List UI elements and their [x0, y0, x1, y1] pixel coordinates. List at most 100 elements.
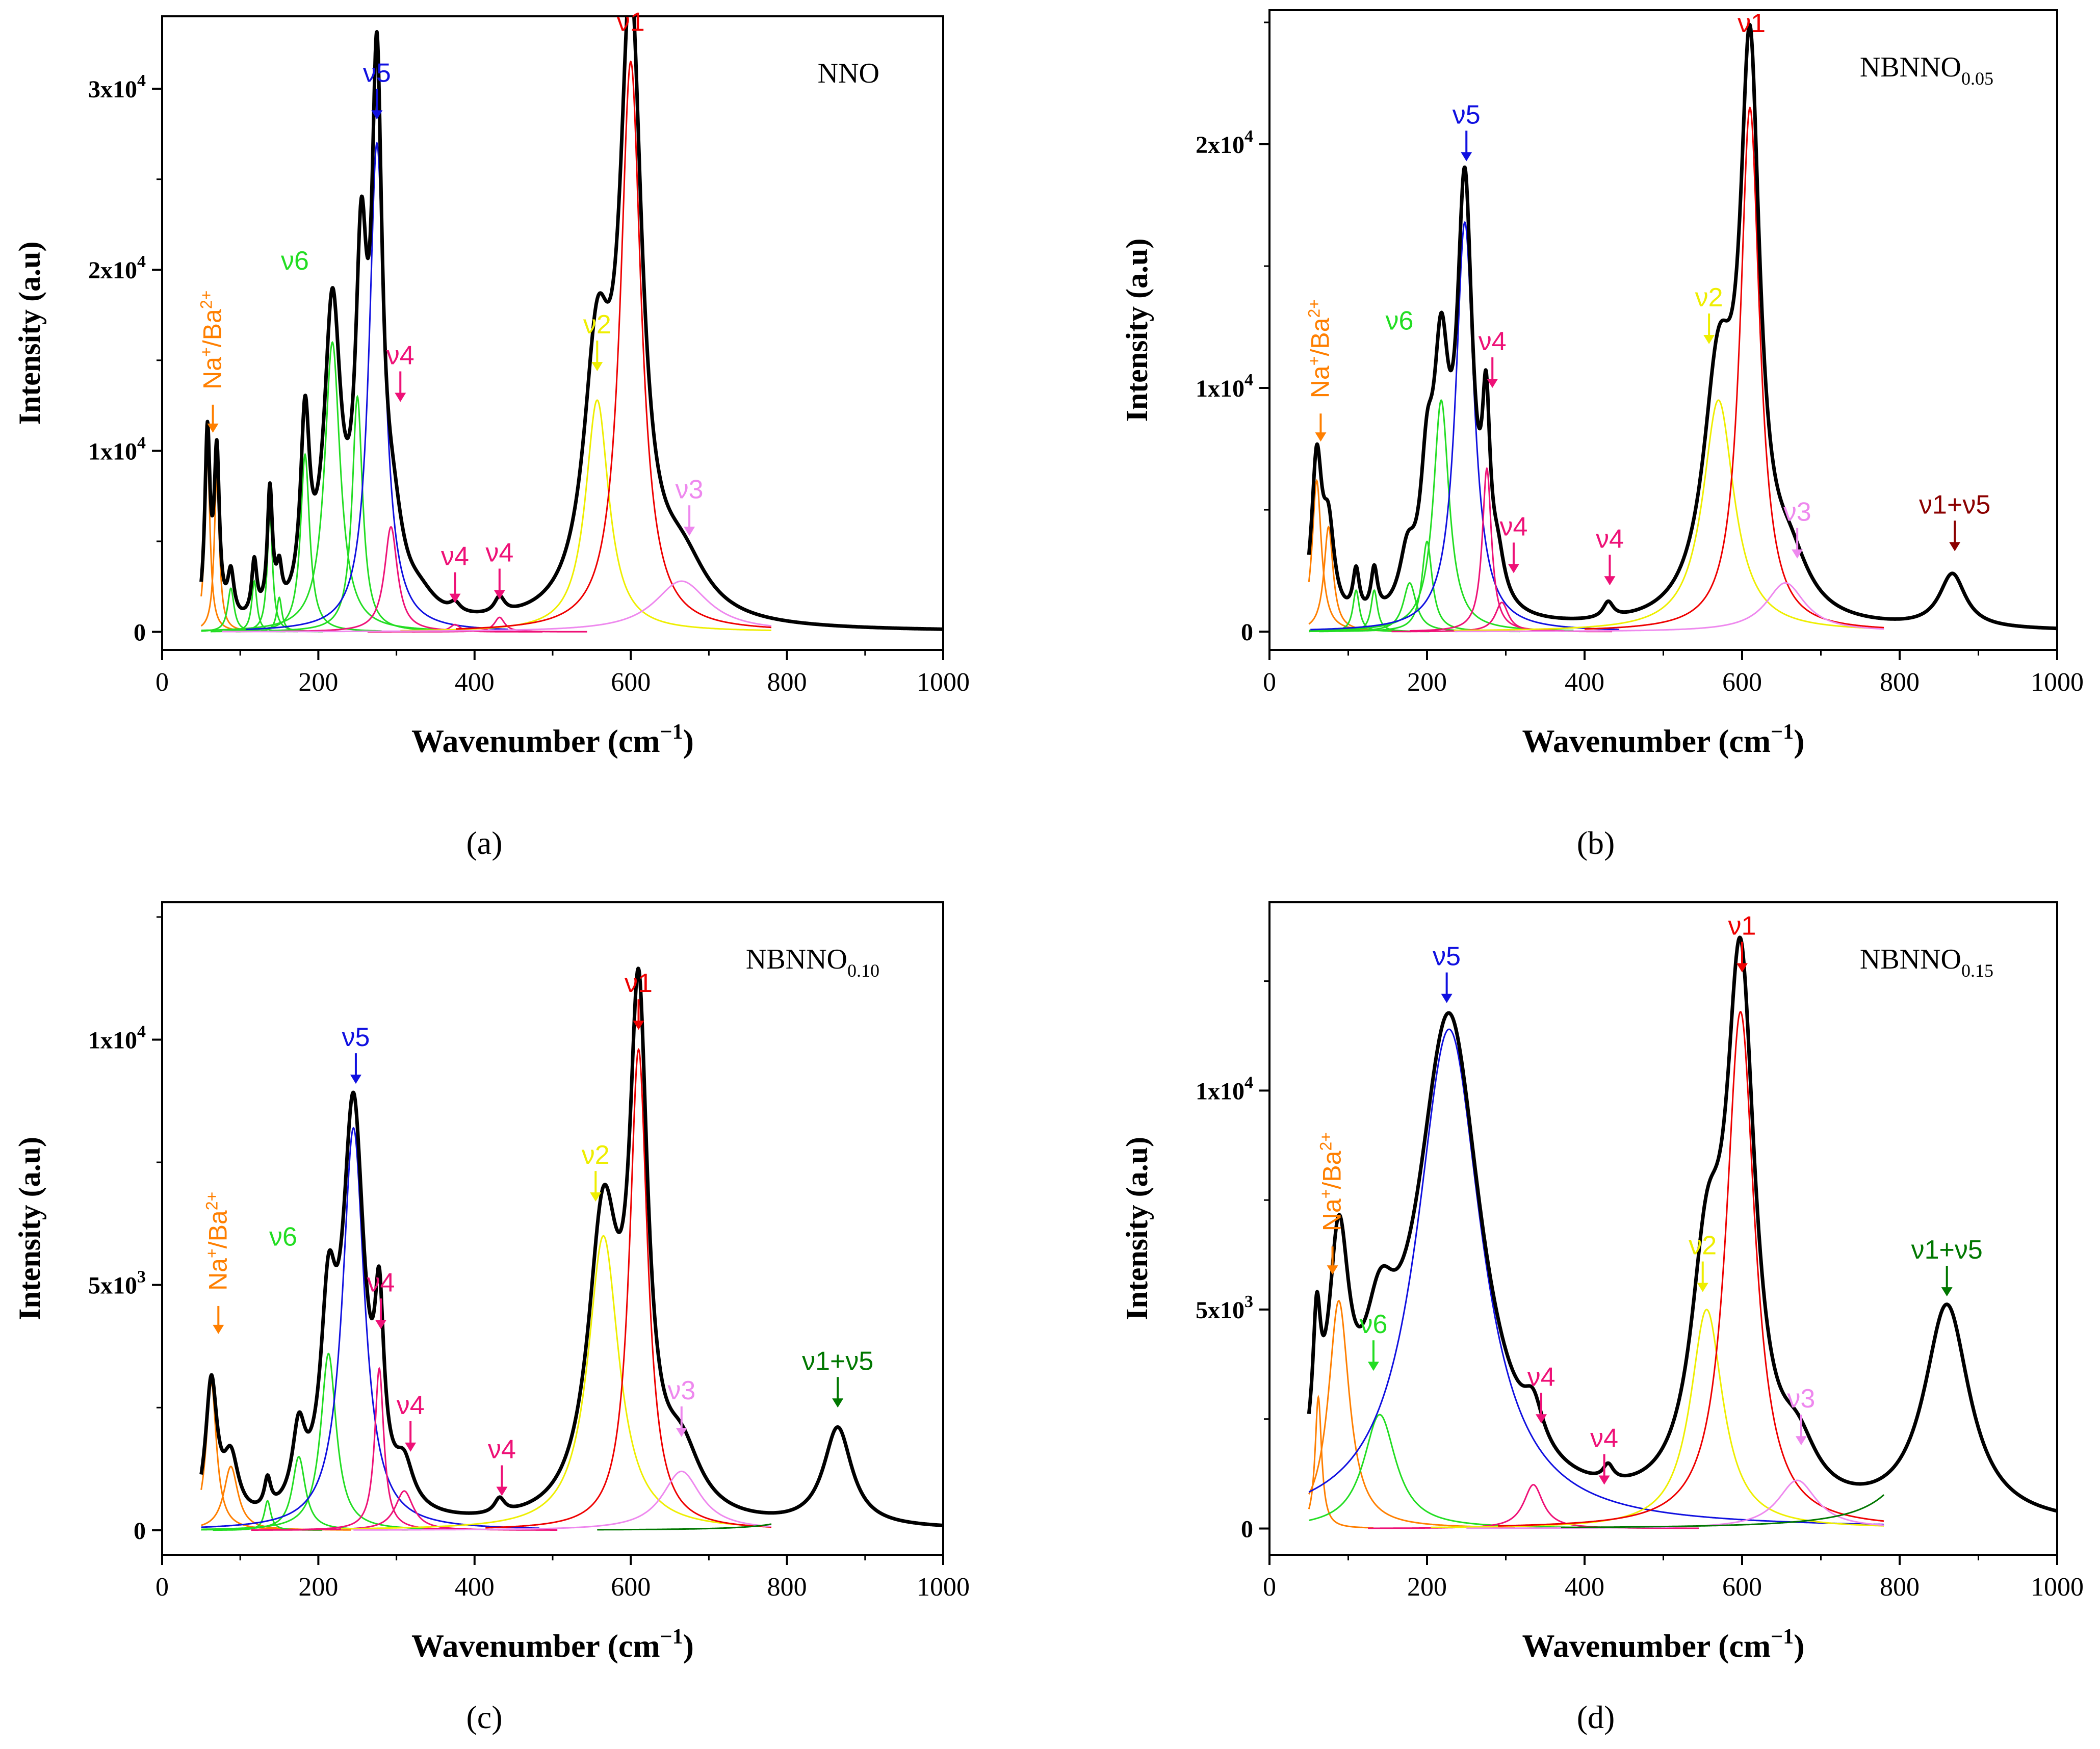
annotation-arrowhead	[1697, 1283, 1708, 1292]
mode-label: ν6	[1359, 1310, 1387, 1339]
y-tick-label: 0	[134, 1518, 146, 1545]
fit-component-green	[1309, 589, 1412, 633]
annotation-arrowhead	[1792, 549, 1803, 559]
mode-label: ν1+ν5	[1919, 490, 1990, 519]
x-tick-label: 400	[1565, 668, 1604, 697]
fit-component-violet	[222, 580, 772, 633]
plot-area	[199, 16, 943, 633]
annotation-arrowhead	[1461, 152, 1472, 162]
x-tick-label: 0	[155, 1573, 169, 1602]
annotation-arrowhead	[676, 1428, 687, 1438]
peak-annotations: Na+/Ba2+ ν6 ν5 ν4 ν4 ν4 ν2 ν1 ν3 ν1+ν5	[1305, 9, 1990, 586]
measured-spectrum-line	[199, 967, 943, 1527]
x-tick-label: 600	[1722, 1573, 1762, 1602]
mode-label: ν2	[1695, 283, 1723, 312]
annotation-arrowhead	[1795, 1436, 1807, 1446]
annotation-arrowhead	[1441, 994, 1453, 1003]
y-tick-label: 1x104	[88, 1022, 146, 1054]
x-tick-label: 800	[767, 1573, 807, 1602]
fit-component-green	[270, 395, 445, 632]
fit-component-violet	[353, 1470, 771, 1531]
annotation-arrowhead	[590, 1192, 602, 1202]
mode-label: ν1+ν5	[1911, 1235, 1983, 1265]
y-tick-label: 5x103	[1196, 1292, 1253, 1324]
fit-component-green	[201, 1352, 460, 1530]
mode-label: ν3	[676, 475, 704, 504]
fit-component-pink	[302, 1366, 456, 1530]
annotation-arrowhead	[1487, 379, 1498, 388]
mode-label: ν6	[1385, 306, 1413, 335]
fit-component-red	[1498, 1011, 1884, 1527]
annotation-arrowhead	[405, 1442, 417, 1452]
measured-spectrum-line	[199, 16, 943, 631]
fit-component-pink	[1368, 1484, 1699, 1529]
mode-label: ν4	[397, 1391, 425, 1420]
measured-spectrum-line	[1307, 935, 2057, 1513]
annotation-arrowhead	[213, 1324, 224, 1334]
x-tick-label: 600	[1722, 668, 1762, 697]
sample-label: NBNNO0.15	[1860, 944, 1993, 981]
y-tick-label: 1x104	[1196, 371, 1253, 402]
plot-area	[199, 967, 943, 1531]
annotation-arrowhead	[449, 593, 461, 603]
y-tick-label: 5x103	[88, 1268, 146, 1299]
annotation-arrowhead	[1508, 564, 1519, 573]
mode-label: ν3	[667, 1376, 695, 1405]
annotation-arrowhead	[494, 590, 505, 599]
panel-caption: (a)	[466, 825, 502, 861]
fit-component-red	[456, 60, 771, 630]
fit-component-yellow	[1454, 399, 1884, 632]
mode-label: ν1	[1738, 9, 1766, 38]
y-axis-label: Intensity (a.u)	[13, 241, 46, 425]
y-tick-label: 1x104	[1196, 1073, 1253, 1105]
annotation-arrowhead	[1604, 576, 1616, 586]
peak-annotations: Na+/Ba2+ ν6 ν5 ν4 ν4 ν2 ν1 ν3 ν1+ν5	[1317, 911, 1983, 1485]
annotation-arrowhead	[1941, 1287, 1953, 1297]
y-tick-label: 0	[134, 619, 146, 646]
y-axis-label: Intensity (a.u)	[13, 1137, 46, 1320]
x-tick-label: 200	[298, 668, 338, 697]
panel-caption: (d)	[1577, 1699, 1615, 1735]
annotation-arrowhead	[633, 1021, 644, 1030]
sample-label: NNO	[818, 58, 879, 89]
annotation-arrowhead	[1367, 1362, 1379, 1371]
mode-label: ν4	[1479, 327, 1507, 356]
fit-component-darkgreen	[1561, 1494, 1885, 1528]
peak-annotations: Na+/Ba2+ ν6 ν5 ν4 ν4 ν4 ν2 ν1 ν3	[197, 7, 704, 603]
mode-label: ν5	[1453, 100, 1481, 129]
mode-label: ν5	[342, 1023, 370, 1052]
x-tick-label: 0	[1263, 1573, 1276, 1602]
y-tick-label: 1x104	[88, 433, 146, 465]
mode-label: ν4	[386, 341, 414, 370]
cation-label: Na+/Ba2+	[197, 291, 227, 389]
annotation-arrowhead	[395, 393, 406, 402]
fit-component-violet	[1455, 582, 1884, 633]
annotation-arrowhead	[1536, 1414, 1547, 1424]
fit-component-blue	[1310, 221, 1620, 631]
mode-label: ν5	[1433, 942, 1461, 972]
plot-frame	[1268, 901, 2058, 1556]
y-tick-label: 0	[1241, 619, 1253, 646]
mode-label: ν2	[582, 1140, 610, 1170]
panel-caption: (b)	[1577, 825, 1615, 861]
plot-area	[1307, 22, 2057, 633]
annotation-arrowhead	[350, 1075, 361, 1084]
mode-label: ν2	[1689, 1231, 1717, 1261]
mode-label: ν4	[441, 542, 469, 571]
fit-component-pink	[251, 1490, 558, 1531]
x-tick-label: 1000	[917, 1573, 970, 1602]
x-axis-label: Wavenumber (cm−1)	[1522, 720, 1805, 759]
mode-label: ν4	[1590, 1424, 1618, 1453]
x-tick-label: 200	[1407, 668, 1447, 697]
mode-label: ν4	[1527, 1362, 1555, 1392]
x-tick-label: 800	[1880, 668, 1920, 697]
fit-component-orange	[1308, 1394, 1373, 1529]
mode-label: ν6	[281, 246, 309, 276]
mode-label: ν4	[1596, 524, 1624, 554]
fit-component-red	[485, 1048, 771, 1529]
x-tick-label: 800	[767, 668, 807, 697]
fit-component-green	[228, 452, 382, 632]
y-axis-label: Intensity (a.u)	[1120, 1137, 1154, 1320]
cation-label: Na+/Ba2+	[1317, 1132, 1346, 1231]
